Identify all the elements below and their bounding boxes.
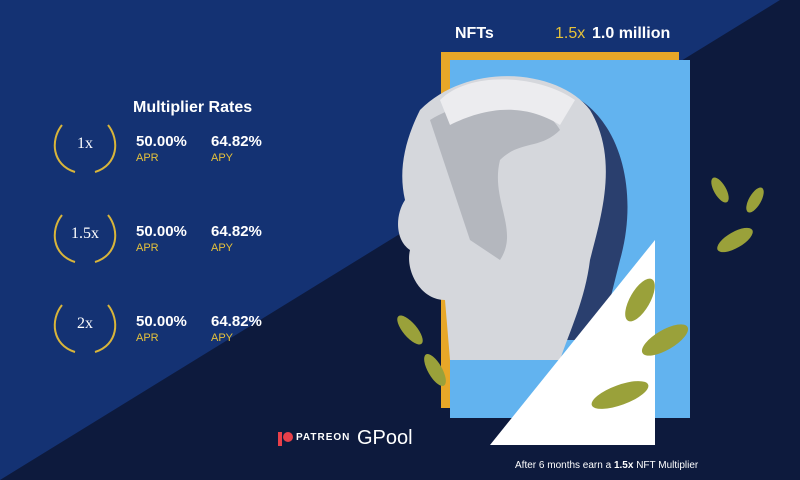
nft-multiplier: 1.5x <box>555 25 586 42</box>
gpool-logo: GPool <box>357 427 413 449</box>
rates-title: Multiplier Rates <box>133 99 253 116</box>
apy-label: APY <box>211 332 234 344</box>
apr-value: 50.00% <box>136 223 187 240</box>
apr-value: 50.00% <box>136 133 187 150</box>
nft-label: NFTs <box>455 25 494 42</box>
footer-text: NFT Multiplier <box>633 460 699 471</box>
multiplier: 1x <box>77 135 93 152</box>
apr-label: APR <box>136 242 159 254</box>
apy-value: 64.82% <box>211 223 262 240</box>
apy-label: APY <box>211 242 234 254</box>
patreon-logo: PATREON <box>296 432 351 443</box>
multiplier: 1.5x <box>71 225 99 242</box>
apr-label: APR <box>136 152 159 164</box>
apr-label: APR <box>136 332 159 344</box>
footer-bold: 1.5x <box>613 460 634 471</box>
footer-line: After 6 months earn a 1.5x NFT Multiplie… <box>515 460 698 471</box>
apy-value: 64.82% <box>211 133 262 150</box>
apy-label: APY <box>211 152 234 164</box>
footer-text: After 6 months earn a <box>515 460 614 471</box>
multiplier: 2x <box>77 315 93 332</box>
apy-value: 64.82% <box>211 313 262 330</box>
nft-amount: 1.0 million <box>592 25 671 42</box>
apr-value: 50.00% <box>136 313 187 330</box>
